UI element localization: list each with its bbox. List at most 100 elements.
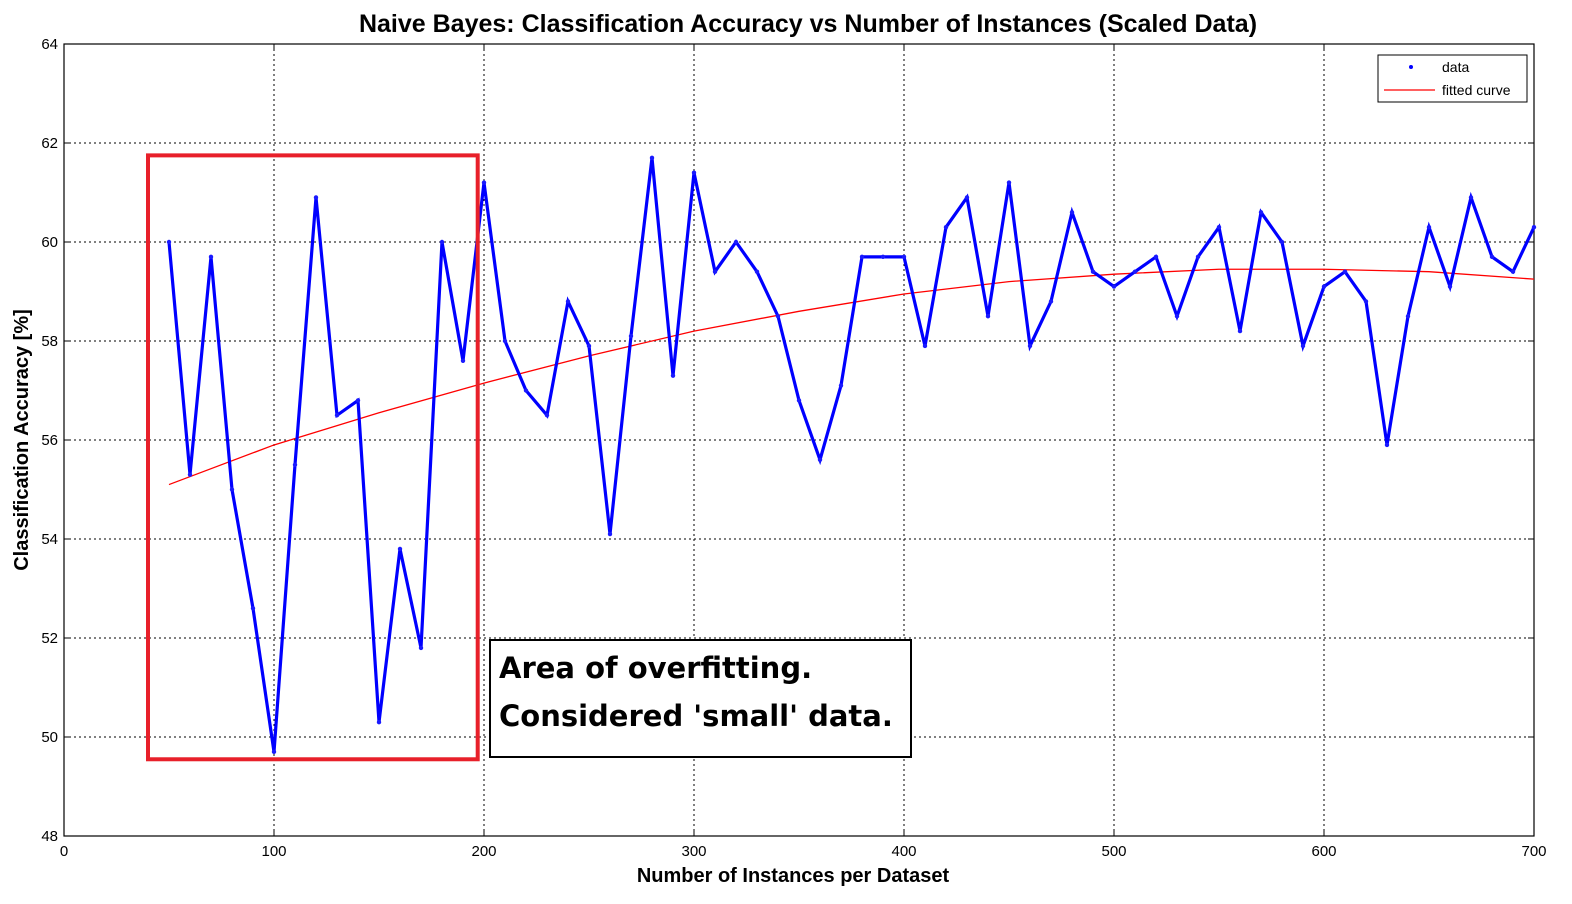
data-point <box>1237 328 1243 334</box>
annotation-text-box <box>489 639 912 758</box>
data-point <box>1363 299 1369 304</box>
data-point <box>586 343 592 349</box>
data-point <box>397 546 403 552</box>
y-tick-label: 50 <box>41 729 58 746</box>
data-point <box>229 487 235 492</box>
tick-labels: 0 100 200 300 400 500 600 700 48 50 52 54 56 58 60 62 64 <box>41 36 1546 860</box>
y-axis-label: Classification Accuracy [%] <box>11 309 33 571</box>
data-point <box>964 195 970 200</box>
fitted-curve-line <box>168 268 1535 486</box>
data-point <box>292 462 298 467</box>
data-point <box>418 645 424 651</box>
data-point <box>1111 284 1117 289</box>
data-point <box>502 338 508 344</box>
data-point <box>1216 224 1222 230</box>
data-point <box>439 239 445 245</box>
data-point <box>376 719 382 725</box>
data-point <box>1342 269 1348 274</box>
data-point <box>1384 442 1390 448</box>
data-point <box>1132 269 1138 274</box>
data-point <box>817 457 823 462</box>
data-point <box>271 749 277 755</box>
data-point <box>1489 254 1495 260</box>
data-point <box>733 239 739 245</box>
y-tick-label: 48 <box>41 828 58 845</box>
overfitting-highlight-box <box>146 153 480 762</box>
y-tick-label: 62 <box>41 135 58 152</box>
data-point <box>544 413 550 418</box>
data-point <box>1279 239 1285 245</box>
data-point <box>1174 314 1180 319</box>
y-tick-label: 52 <box>41 630 58 647</box>
data-point <box>355 398 361 403</box>
annotation-layer: Area of overfitting. Considered 'small' d… <box>146 153 912 762</box>
data-point <box>1300 343 1306 349</box>
x-tick-label: 600 <box>1311 843 1336 860</box>
data-point <box>1405 314 1411 319</box>
data-point <box>1468 195 1474 200</box>
data-point <box>607 531 613 537</box>
data-point <box>922 343 928 349</box>
data-point <box>523 388 529 393</box>
data-series-line <box>167 157 1536 753</box>
data-point <box>712 269 718 274</box>
data-point <box>943 224 949 230</box>
data-point <box>859 254 865 260</box>
legend-marker-data <box>1409 65 1413 69</box>
x-tick-label: 500 <box>1101 843 1126 860</box>
annotation-text-line: Area of overfitting. <box>499 651 812 685</box>
series-layer <box>166 155 1537 755</box>
data-point <box>1069 210 1075 215</box>
data-point <box>649 155 655 161</box>
data-point <box>187 472 193 477</box>
data-point <box>1006 180 1012 185</box>
data-point <box>985 314 991 319</box>
data-point <box>1321 284 1327 289</box>
data-point <box>1195 254 1201 260</box>
data-point <box>775 314 781 319</box>
data-point <box>334 413 340 418</box>
plot-area-frame <box>63 43 1535 837</box>
y-tick-label: 58 <box>41 333 58 350</box>
data-point <box>880 254 886 260</box>
data-point <box>166 239 172 245</box>
data-point <box>628 333 634 339</box>
data-point <box>670 373 676 378</box>
data-point <box>565 299 571 304</box>
data-point <box>1510 269 1516 274</box>
x-tick-label: 200 <box>471 843 496 860</box>
data-point <box>754 269 760 274</box>
x-tick-label: 400 <box>891 843 916 860</box>
data-point <box>313 195 319 200</box>
data-point <box>1090 269 1096 274</box>
data-point <box>1447 284 1453 289</box>
data-point <box>1258 210 1264 215</box>
data-point <box>460 358 466 363</box>
x-tick-label: 300 <box>681 843 706 860</box>
legend: data fitted curve <box>1377 54 1528 103</box>
x-axis-label: Number of Instances per Dataset <box>637 865 950 887</box>
data-point <box>1426 224 1432 230</box>
y-tick-label: 60 <box>41 234 58 251</box>
data-point <box>208 254 214 260</box>
y-tick-label: 64 <box>41 36 58 53</box>
data-point <box>838 383 844 388</box>
data-point <box>1531 224 1537 230</box>
data-point <box>796 398 802 403</box>
chart-title: Naive Bayes: Classification Accuracy vs … <box>359 10 1257 38</box>
data-point <box>1153 254 1159 260</box>
y-tick-label: 56 <box>41 432 58 449</box>
data-point <box>1048 299 1054 304</box>
legend-label-data: data <box>1442 59 1469 75</box>
data-point <box>901 254 907 260</box>
data-point <box>481 180 487 185</box>
x-tick-label: 100 <box>261 843 286 860</box>
x-tick-label: 0 <box>60 843 68 860</box>
legend-box <box>1377 54 1528 103</box>
data-point <box>691 170 697 175</box>
x-tick-label: 700 <box>1521 843 1546 860</box>
legend-label-fitted-curve: fitted curve <box>1442 82 1511 98</box>
annotation-text-line: Considered 'small' data. <box>499 699 893 733</box>
